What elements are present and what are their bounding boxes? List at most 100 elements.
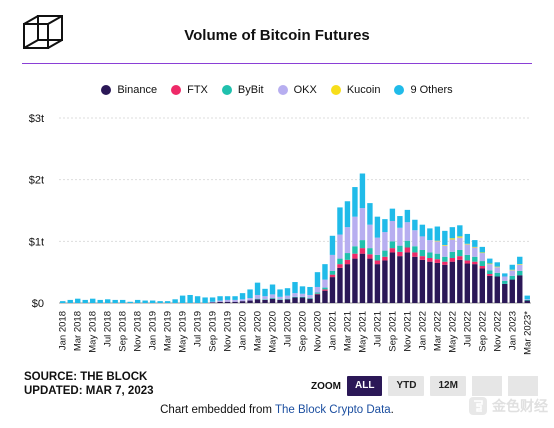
- bar-segment: [419, 224, 426, 237]
- bar-segment: [449, 238, 456, 240]
- bar-segment: [434, 259, 441, 263]
- zoom-blank-button-1[interactable]: [471, 376, 502, 396]
- bar-segment: [337, 264, 343, 268]
- x-tick-label: May 2018: [88, 311, 99, 353]
- bar-segment: [517, 264, 523, 271]
- bar-segment: [442, 245, 448, 246]
- watermark-logo-icon: [469, 397, 487, 415]
- bar-segment: [344, 201, 351, 228]
- bar-segment: [367, 254, 373, 259]
- bar-segment: [142, 300, 148, 303]
- bar-segment: [232, 296, 238, 300]
- bar-segment: [254, 298, 261, 300]
- y-tick-label: $1t: [29, 236, 44, 248]
- bar-segment: [397, 251, 403, 257]
- x-tick-label: Sep 2019: [208, 311, 219, 352]
- zoom-blank-button-2[interactable]: [507, 376, 538, 396]
- bar-segment: [254, 299, 261, 303]
- bar-segment: [209, 297, 216, 302]
- legend-item-okx[interactable]: OKX: [277, 84, 317, 96]
- bar-segment: [412, 252, 418, 257]
- bar-segment: [224, 301, 231, 303]
- embed-suffix: .: [390, 404, 394, 416]
- bar-segment: [262, 299, 268, 300]
- zoom-12m-button[interactable]: 12M: [430, 376, 466, 396]
- bar-segment: [397, 256, 403, 303]
- zoom-ytd-button[interactable]: YTD: [388, 376, 425, 396]
- legend-swatch: [101, 85, 112, 95]
- legend-item-ftx[interactable]: FTX: [171, 84, 208, 96]
- bar-segment: [292, 282, 298, 294]
- zoom-all-button[interactable]: ALL: [347, 376, 383, 396]
- x-tick-label: Jan 2020: [238, 311, 249, 350]
- bar-segment: [239, 293, 246, 300]
- chart-title: Volume of Bitcoin Futures: [184, 27, 370, 44]
- bar-segment: [164, 301, 171, 303]
- bar-segment: [517, 270, 523, 276]
- bar-segment: [239, 301, 246, 303]
- legend-item-bybit[interactable]: ByBit: [221, 84, 264, 96]
- x-tick-label: Mar 2019: [163, 311, 174, 351]
- bar-segment: [307, 298, 313, 299]
- bar-segment: [434, 226, 441, 241]
- bar-segment: [479, 246, 485, 253]
- bar-segment: [90, 298, 96, 303]
- bar-segment: [359, 173, 366, 209]
- x-tick-label: Nov 2022: [492, 311, 503, 352]
- bar-segment: [307, 298, 313, 303]
- bar-segment: [442, 256, 448, 262]
- bar-segment: [224, 299, 231, 302]
- the-block-logo: [23, 15, 63, 49]
- bar-segment: [502, 273, 508, 277]
- legend-label: 9 Others: [410, 84, 453, 96]
- bar-segment: [487, 274, 493, 276]
- x-tick-label: Mar 2022: [432, 311, 443, 351]
- bar-segment: [382, 260, 388, 303]
- bar-segment: [434, 241, 441, 254]
- bar-segment: [299, 293, 306, 297]
- legend-item-9-others[interactable]: 9 Others: [394, 84, 453, 96]
- bar-segment: [105, 299, 111, 303]
- bar-segment: [112, 299, 118, 303]
- x-tick-label: Mar 2020: [253, 311, 264, 351]
- bar-segment: [457, 237, 463, 250]
- legend-label: Binance: [117, 84, 158, 96]
- x-tick-label: Nov 2021: [402, 311, 413, 352]
- x-tick-label: Nov 2020: [312, 311, 323, 352]
- bar-segment: [292, 293, 298, 297]
- embed-link[interactable]: The Block Crypto Data: [274, 404, 391, 416]
- x-tick-label: Jul 2020: [283, 311, 294, 347]
- bar-segment: [494, 272, 500, 277]
- bar-segment: [284, 299, 291, 303]
- bar-segment: [382, 232, 388, 251]
- x-tick-label: May 2020: [268, 311, 279, 353]
- bar-segment: [412, 256, 418, 303]
- bar-segment: [60, 301, 66, 303]
- zoom-controls: ZOOM ALL YTD 12M: [311, 376, 538, 396]
- legend-item-kucoin[interactable]: Kucoin: [330, 84, 380, 96]
- bar-segment: [442, 264, 448, 303]
- bar-segment: [217, 296, 223, 301]
- bar-segment: [464, 263, 471, 303]
- bar-segment: [502, 283, 508, 303]
- bar-segment: [427, 261, 433, 303]
- legend-item-binance[interactable]: Binance: [101, 84, 157, 96]
- bar-segment: [322, 287, 328, 290]
- bar-segment: [239, 299, 246, 302]
- bar-segment: [464, 254, 471, 261]
- bar-segment: [134, 299, 141, 303]
- bar-segment: [232, 299, 238, 302]
- legend-swatch: [171, 85, 182, 95]
- x-tick-label: Jul 2018: [103, 311, 114, 347]
- title-divider: [22, 63, 532, 64]
- bar-segment: [277, 296, 283, 300]
- bar-segment: [509, 270, 515, 276]
- bar-segment: [524, 299, 530, 300]
- bar-segment: [494, 266, 500, 268]
- bar-segment: [352, 246, 358, 254]
- bar-segment: [389, 220, 396, 242]
- bar-segment: [82, 299, 88, 303]
- bar-segment: [337, 234, 343, 259]
- bar-segment: [254, 294, 261, 299]
- bar-segment: [487, 258, 493, 264]
